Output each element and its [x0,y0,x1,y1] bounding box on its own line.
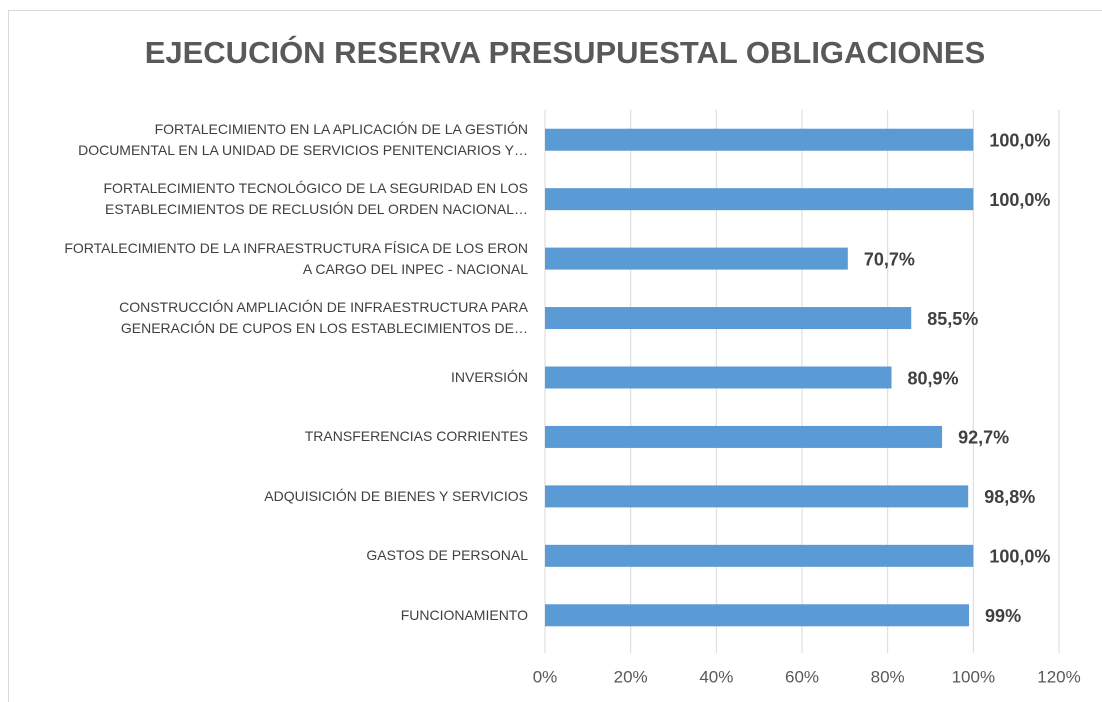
bar [545,544,974,567]
value-label: 100,0% [989,190,1050,210]
value-label: 80,9% [908,368,959,388]
x-tick-label: 60% [785,667,819,686]
bar [545,366,892,389]
bar [545,307,912,330]
y-tick-label: ADQUISICIÓN DE BIENES Y SERVICIOS [264,487,528,504]
y-tick-label: FORTALECIMIENTO EN LA APLICACIÓN DE LA G… [78,120,528,158]
bar [545,128,974,151]
value-label: 70,7% [864,249,915,269]
x-tick-label: 0% [533,667,558,686]
y-tick-label: FORTALECIMIENTO TECNOLÓGICO DE LA SEGURI… [103,180,529,218]
bar [545,188,974,211]
chart-border [8,10,1102,702]
bar [545,604,970,627]
y-tick-label: FUNCIONAMIENTO [400,606,528,623]
value-label: 85,5% [927,309,978,329]
value-label: 100,0% [989,130,1050,150]
x-tick-label: 80% [871,667,905,686]
y-tick-label: GASTOS DE PERSONAL [366,547,528,564]
value-label: 100,0% [989,547,1050,567]
y-tick-label: FORTALECIMIENTO DE LA INFRAESTRUCTURA FÍ… [64,239,528,277]
y-tick-label: TRANSFERENCIAS CORRIENTES [304,428,528,445]
bar [545,247,848,270]
bar [545,485,969,508]
y-tick-label: INVERSIÓN [450,369,528,385]
x-tick-label: 100% [952,667,995,686]
x-tick-label: 120% [1037,667,1080,686]
value-label: 98,8% [984,487,1035,507]
x-tick-label: 40% [699,667,733,686]
value-label: 92,7% [958,428,1009,448]
bar [545,425,943,448]
value-label: 99% [985,606,1021,626]
chart-title: EJECUCIÓN RESERVA PRESUPUESTAL OBLIGACIO… [145,34,986,70]
y-tick-label: CONSTRUCCIÓN AMPLIACIÓN DE INFRAESTRUCTU… [119,299,528,337]
x-tick-label: 20% [614,667,648,686]
